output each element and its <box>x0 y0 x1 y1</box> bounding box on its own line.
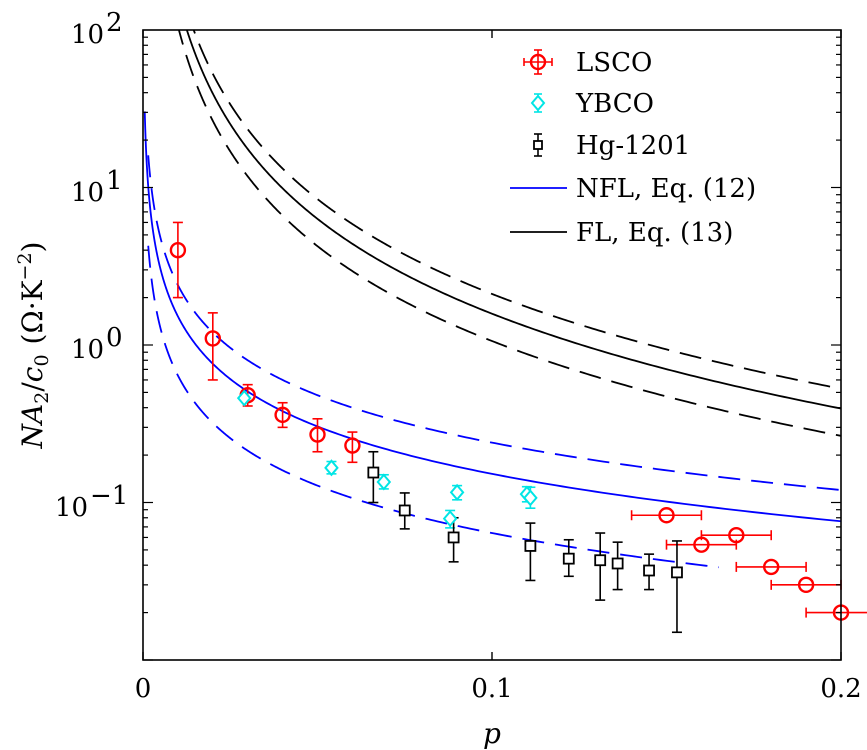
ybco-point <box>376 473 392 491</box>
y-tick-exponent-1e0: 0 <box>106 323 123 353</box>
lsco-point <box>309 426 326 443</box>
fl-curve-dashed <box>177 30 841 437</box>
lsco-point <box>204 330 222 347</box>
fl-curve-dashed <box>192 30 841 390</box>
y-tick-label-1e2: 10 <box>71 20 104 50</box>
model-curves <box>143 30 841 569</box>
hg1201-point <box>398 504 411 517</box>
legend-entry-ybco: YBCO <box>530 89 654 119</box>
ybco-point <box>442 510 458 528</box>
x-tick-label-0: 0 <box>135 674 152 704</box>
legend-hg-label: Hg-1201 <box>576 131 690 161</box>
fl-curve-solid <box>185 30 841 410</box>
lsco-point <box>763 558 780 576</box>
lsco-point <box>658 507 675 524</box>
hg1201-point <box>594 554 607 567</box>
y-tick-label-1e1: 10 <box>71 178 104 208</box>
legend-ybco-label: YBCO <box>575 89 654 119</box>
lsco-point <box>344 437 361 454</box>
ybco-point <box>236 389 252 407</box>
y-tick-exponent-1e1: 1 <box>106 166 123 196</box>
nfl-curve-dashed <box>147 245 719 569</box>
nfl-curve-solid <box>143 111 841 523</box>
ybco-point <box>449 483 465 501</box>
lsco-point <box>274 406 291 424</box>
legend-entry-hg1201: Hg-1201 <box>533 131 690 161</box>
y-tick-exponent-1e-1: −1 <box>90 481 128 511</box>
hg1201-point <box>611 557 624 570</box>
legend-lsco-label: LSCO <box>576 48 652 78</box>
nfl-curve-dashed <box>147 155 841 491</box>
y-tick-label-1e0: 10 <box>71 335 104 365</box>
data-points <box>169 241 850 621</box>
x-tick-label-0.1: 0.1 <box>471 674 512 704</box>
legend: LSCO YBCO Hg-1201 NFL, Eq. (12) FL, Eq. … <box>510 48 756 248</box>
legend-nfl-label: NFL, Eq. (12) <box>576 174 756 204</box>
hg1201-point <box>671 566 683 579</box>
lsco-point <box>169 241 187 259</box>
y-tick-label-1e-1: 10 <box>55 493 88 523</box>
legend-entry-lsco: LSCO <box>523 48 652 78</box>
lsco-point <box>797 576 815 594</box>
error-bars <box>172 221 867 634</box>
axis-ticks <box>142 30 842 661</box>
y-tick-exponent-1e2: 2 <box>106 8 123 38</box>
legend-ybco-marker <box>530 94 546 112</box>
hg1201-point <box>562 552 575 565</box>
legend-entry-nfl: NFL, Eq. (12) <box>510 174 756 204</box>
legend-entry-fl: FL, Eq. (13) <box>510 218 733 248</box>
x-tick-label-0.2: 0.2 <box>820 674 861 704</box>
legend-fl-label: FL, Eq. (13) <box>576 218 733 248</box>
hg1201-point <box>367 466 380 479</box>
hg1201-point <box>447 531 460 544</box>
ybco-point <box>523 489 538 507</box>
hg1201-point <box>643 564 655 577</box>
lsco-point <box>728 526 745 544</box>
legend-lsco-marker <box>529 53 547 71</box>
x-axis-label: p <box>483 717 501 750</box>
legend-hg-marker <box>533 140 543 150</box>
y-axis-label: NA2/c0(Ω·K−2) <box>14 242 53 450</box>
ybco-point <box>324 459 339 477</box>
hg1201-point <box>524 540 537 552</box>
lsco-point <box>693 536 710 553</box>
